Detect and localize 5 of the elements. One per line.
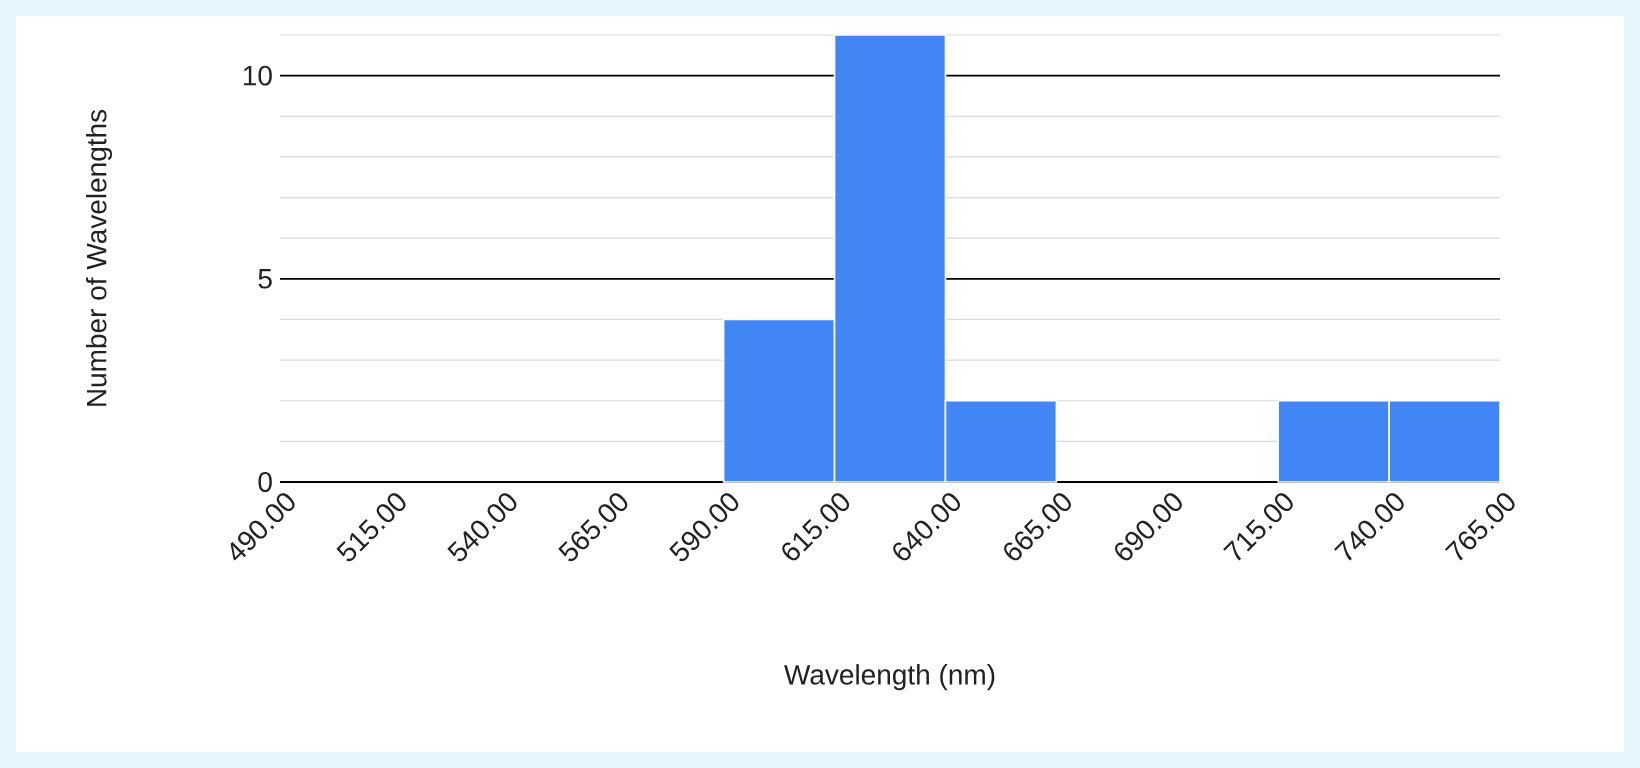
x-axis-title: Wavelength (nm): [784, 664, 995, 691]
y-tick-label: 5: [258, 269, 272, 289]
y-tick-label: 10: [243, 65, 272, 86]
y-tick-label: 0: [258, 472, 272, 492]
y-axis-title: Number of Wavelengths: [85, 109, 113, 406]
